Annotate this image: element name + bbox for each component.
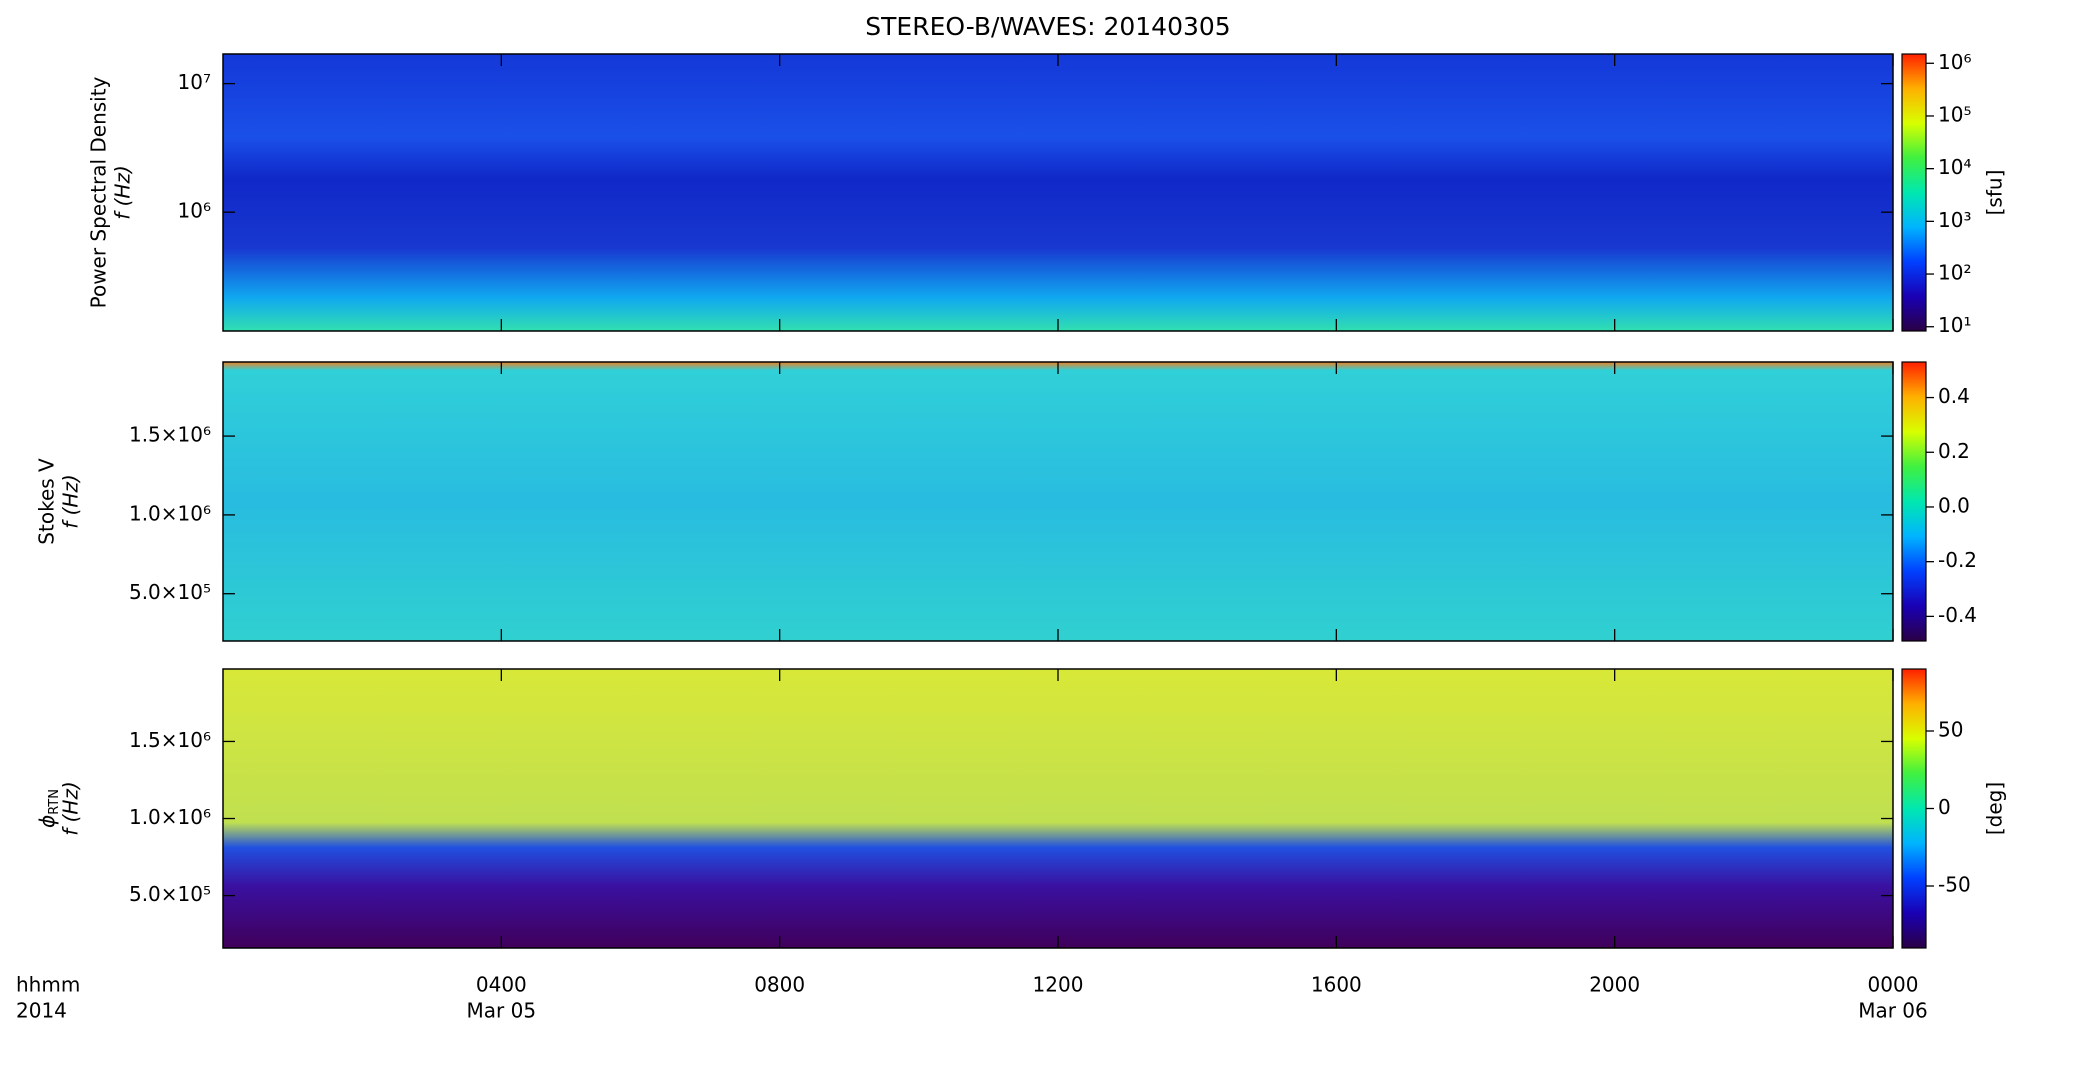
colorbar-tick-label: -0.2 (1938, 548, 1977, 572)
colorbar-tick-label: 0 (1938, 795, 1951, 819)
y-tick-label: 1.5×10⁶ (129, 728, 211, 752)
heatmap (223, 54, 1893, 331)
y-tick-label: 10⁶ (178, 199, 211, 223)
x-tick-label: 1200 (1033, 973, 1084, 997)
x-unit-label: hhmm (16, 973, 80, 997)
colorbar-tick-label: 10⁵ (1938, 102, 1971, 126)
colorbar-tick-label: 50 (1938, 718, 1963, 742)
heatmap (223, 669, 1893, 948)
y-axis-label: f (Hz) (59, 474, 83, 529)
x-tick-label: 0000 (1868, 973, 1919, 997)
colorbar-tick-label: 0.4 (1938, 384, 1970, 408)
y-tick-label: 1.0×10⁶ (129, 501, 211, 525)
colorbar-label: [deg] (1983, 782, 2007, 835)
y-tick-label: 10⁷ (178, 70, 211, 94)
colorbar-tick-label: 10⁴ (1938, 155, 1971, 179)
x-year-label: 2014 (16, 999, 67, 1023)
y-axis-label: ϕRTN (35, 789, 62, 828)
y-tick-label: 5.0×10⁵ (129, 580, 211, 604)
y-axis-label: Stokes V (35, 458, 59, 545)
heatmap (223, 362, 1893, 641)
y-axis-label: f (Hz) (59, 781, 83, 836)
y-tick-label: 5.0×10⁵ (129, 882, 211, 906)
y-axis-label-symbol: ϕ (35, 815, 59, 828)
colorbar-tick-label: 10² (1938, 261, 1971, 285)
y-axis-label: f (Hz) (111, 165, 135, 220)
colorbar-tick-label: 10⁶ (1938, 50, 1971, 74)
x-tick-label: 2000 (1589, 973, 1640, 997)
colorbar-tick-label: -50 (1938, 873, 1971, 897)
colorbar (1901, 668, 1927, 949)
x-tick-label: 0800 (754, 973, 805, 997)
colorbar-tick-label: 10³ (1938, 208, 1971, 232)
x-date-label: Mar 06 (1858, 999, 1928, 1023)
colorbar (1901, 361, 1927, 642)
colorbar-tick-label: -0.4 (1938, 603, 1977, 627)
colorbar-label: [sfu] (1983, 170, 2007, 216)
y-tick-label: 1.0×10⁶ (129, 805, 211, 829)
chart-title: STEREO-B/WAVES: 20140305 (865, 12, 1230, 41)
y-axis-label: Power Spectral Density (87, 76, 111, 308)
y-axis-label-sub: RTN (47, 789, 62, 815)
y-tick-label: 1.5×10⁶ (129, 423, 211, 447)
colorbar-tick-label: 0.2 (1938, 439, 1970, 463)
x-date-label: Mar 05 (467, 999, 537, 1023)
colorbar-tick-label: 0.0 (1938, 493, 1970, 517)
colorbar (1901, 53, 1927, 332)
x-tick-label: 0400 (476, 973, 527, 997)
x-tick-label: 1600 (1311, 973, 1362, 997)
colorbar-tick-label: 10¹ (1938, 313, 1971, 337)
